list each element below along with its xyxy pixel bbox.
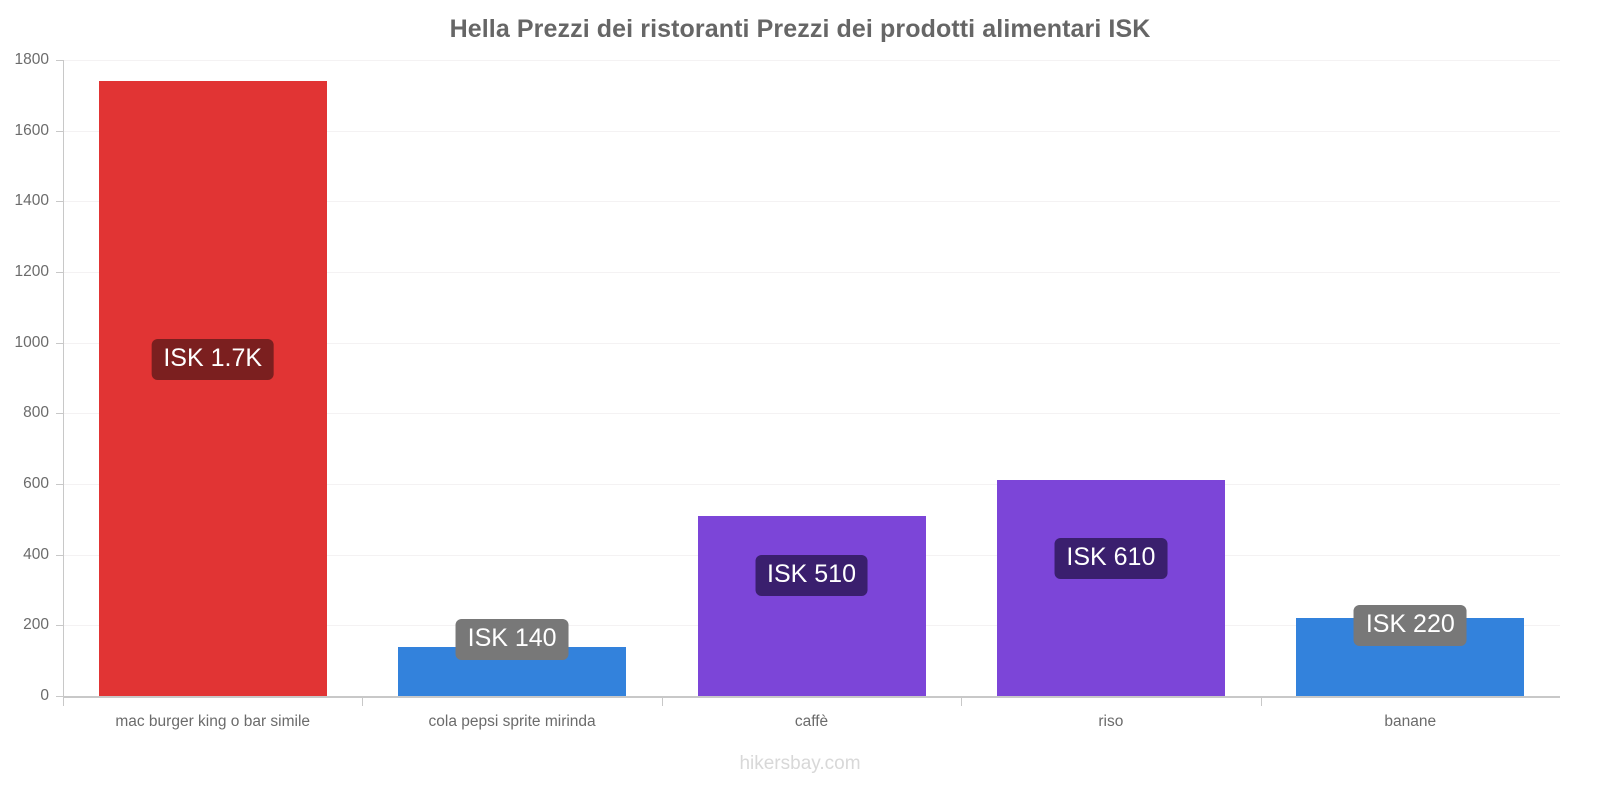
gridline: [63, 342, 1560, 344]
gridline: [63, 130, 1560, 132]
y-tick-label: 400: [23, 545, 49, 563]
x-axis-line: [63, 696, 1560, 698]
x-tick-mark: [1260, 698, 1262, 706]
y-tick-mark: [56, 484, 63, 485]
y-tick-label: 200: [23, 616, 49, 634]
x-tick-mark: [661, 698, 663, 706]
y-tick-label: 600: [23, 475, 49, 492]
y-tick-mark: [56, 342, 63, 344]
bar-value-label: ISK 220: [1353, 605, 1467, 646]
gridline: [63, 272, 1560, 273]
y-tick-mark: [56, 625, 63, 627]
gridline: [63, 413, 1560, 415]
y-tick-mark: [56, 696, 63, 697]
y-tick-label: 800: [23, 404, 49, 422]
y-tick-mark: [56, 554, 63, 556]
y-axis-line: [63, 60, 64, 697]
y-tick-mark: [56, 272, 63, 273]
y-tick-label: 1600: [14, 121, 49, 139]
x-tick-mark: [362, 698, 364, 706]
page-title: Hella Prezzi dei ristoranti Prezzi dei p…: [449, 15, 1151, 43]
x-axis-label: cola pepsi sprite mirinda: [428, 713, 596, 730]
gridline: [63, 201, 1560, 203]
bar[interactable]: [98, 81, 327, 696]
bar-value-label: ISK 610: [1054, 538, 1168, 579]
y-tick-label: 1800: [14, 51, 49, 68]
bar-value-label: ISK 140: [455, 619, 569, 660]
y-tick-label: 1200: [14, 263, 49, 280]
x-axis-label: banane: [1384, 713, 1437, 730]
bar[interactable]: [996, 480, 1225, 696]
gridline: [63, 484, 1560, 485]
y-tick-mark: [56, 413, 63, 415]
bar-value-label: ISK 1.7K: [151, 339, 275, 380]
x-axis-label: riso: [1098, 713, 1124, 730]
watermark: hikersbay.com: [739, 753, 861, 774]
y-tick-label: 0: [40, 687, 49, 704]
x-axis-label: caffè: [794, 713, 829, 730]
x-tick-mark: [961, 698, 963, 706]
y-tick-mark: [56, 201, 63, 203]
x-tick-mark: [63, 698, 64, 706]
bar-value-label: ISK 510: [755, 555, 868, 596]
gridline: [63, 60, 1560, 61]
y-tick-mark: [56, 60, 63, 61]
x-axis-label: mac burger king o bar simile: [115, 713, 311, 730]
bars-container: [63, 60, 1560, 696]
y-tick-label: 1400: [14, 192, 49, 210]
y-tick-mark: [56, 130, 63, 132]
y-tick-label: 1000: [14, 333, 49, 351]
bar[interactable]: [697, 515, 926, 696]
